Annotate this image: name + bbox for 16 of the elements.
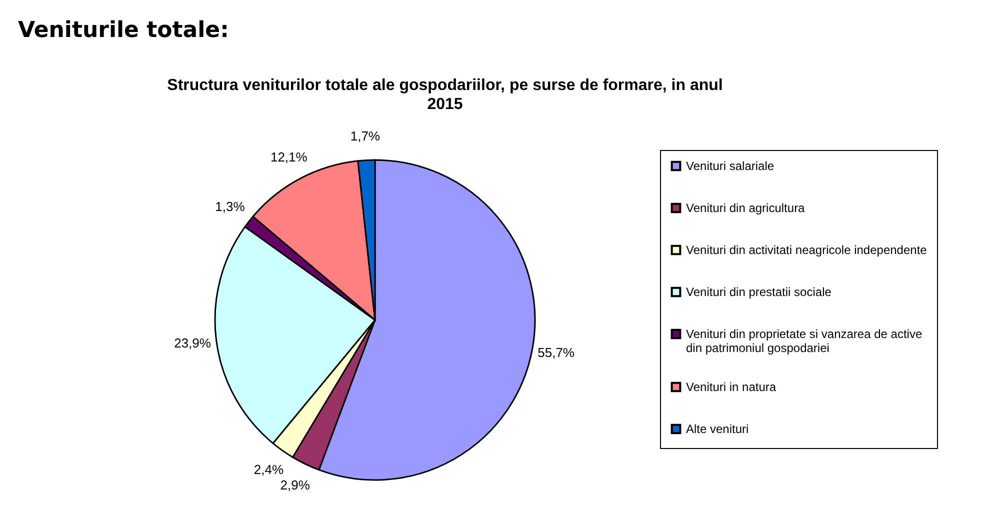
data-label: 23,9% [174, 336, 212, 351]
legend-label: Venituri salariale [686, 159, 774, 173]
legend-label: Venituri din proprietate si vanzarea de active din patrimoniul gospodariei [686, 327, 922, 355]
chart-title: Veniturile totale: [18, 18, 229, 43]
legend-label: Venituri din agricultura [686, 201, 806, 215]
data-label: 2,4% [254, 462, 284, 478]
data-label: 55,7% [538, 344, 575, 360]
data-label: 1,3% [215, 198, 246, 214]
data-label: 12,1% [270, 149, 308, 164]
legend-label: Venituri din prestatii sociale [686, 285, 832, 299]
data-label: 2,9% [280, 478, 310, 493]
data-label: 1,7% [350, 128, 380, 144]
legend-label: Venituri in natura [686, 380, 776, 394]
legend-label: Venituri din activitati neagricole independente [686, 243, 928, 257]
legend-label: Alte venituri [686, 422, 749, 436]
chart-subtitle: Structura veniturilor totale ale gospodariilor, pe surse de formare, in anul 2015 [166, 76, 724, 114]
